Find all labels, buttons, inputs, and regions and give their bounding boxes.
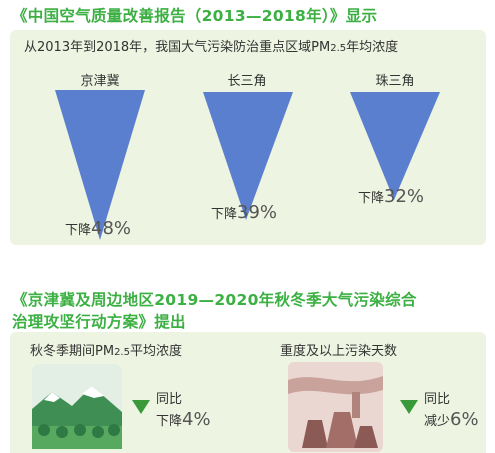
pm25-delta-line2: 下降4% [156,409,211,430]
intro-text: 从2013年到2018年，我国大气污染防治重点区域PM2.5年均浓度 [24,36,398,55]
triangle-changsanjiao [203,92,293,220]
panel-regions: 从2013年到2018年，我国大气污染防治重点区域PM2.5年均浓度 京津冀 长… [10,30,486,245]
region-label-changsanjiao: 长三角 [227,74,267,89]
heading-second-line1: 《京津冀及周边地区2019—2020年秋冬季大气污染综合 [12,291,417,309]
pm25-delta: 同比 下降4% [156,390,211,432]
triangle-zhusanjiao [350,92,440,200]
factory-illustration [288,362,383,452]
region-label-zhusanjiao: 珠三角 [375,74,415,89]
drop-jingjinji: 下降48% [65,218,132,239]
drop-zhusanjiao: 下降32% [358,186,425,207]
heading-second-line2: 治理攻坚行动方案》提出 [12,313,186,331]
days-delta-line2: 减少6% [424,409,479,430]
drop-changsanjiao: 下降39% [211,202,278,223]
days-delta-line1: 同比 [424,392,451,407]
heading-top: 《中国空气质量改善报告（2013—2018年）》显示 [12,7,378,25]
panel-targets: 秋冬季期间PM2.5平均浓度 同比 下降4% 重度及以上污染天数 同比 减少6% [10,332,486,453]
days-delta: 同比 减少6% [424,390,479,432]
pm25-delta-line1: 同比 [156,392,183,407]
intro-post: 年均浓度 [346,40,399,55]
triangle-jingjinji [55,90,145,240]
pollution-days-title: 重度及以上污染天数 [280,344,398,359]
pm25-title: 秋冬季期间PM2.5平均浓度 [30,344,182,359]
down-arrow-icon-right [400,400,418,414]
down-arrow-icon [132,400,150,414]
triangles-graphic [55,90,440,240]
intro-pre: 从2013年到2018年，我国大气污染防治重点区域PM [24,40,331,55]
intro-subscript: 2.5 [330,43,347,54]
region-label-jingjinji: 京津冀 [80,74,120,89]
mountain-illustration [32,364,122,449]
